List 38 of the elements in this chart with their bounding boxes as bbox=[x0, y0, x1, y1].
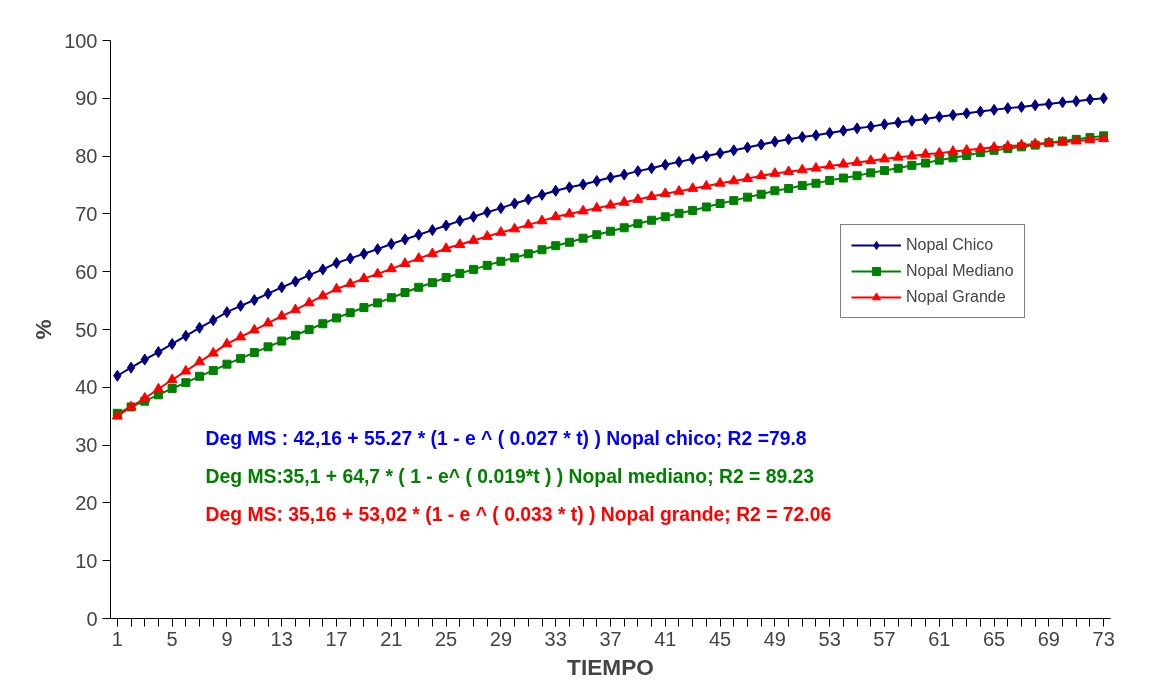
y-tick-label: 90 bbox=[75, 87, 98, 110]
y-tick-label: 100 bbox=[64, 29, 98, 52]
x-tick-label: 53 bbox=[818, 627, 841, 650]
y-tick-label: 30 bbox=[75, 434, 98, 457]
annotation: Deg MS : 42,16 + 55.27 * (1 - e ^ ( 0.027 * t) ) Nopal chico; R2 =79.8 bbox=[205, 427, 807, 449]
legend-label: Nopal Chico bbox=[906, 236, 994, 254]
y-tick-label: 40 bbox=[75, 376, 98, 399]
x-tick-label: 29 bbox=[489, 627, 513, 650]
y-tick-label: 60 bbox=[75, 260, 98, 283]
x-tick-label: 17 bbox=[325, 627, 348, 650]
y-tick-label: 70 bbox=[75, 202, 98, 225]
x-tick-label: 21 bbox=[380, 627, 403, 650]
x-tick-label: 57 bbox=[873, 627, 896, 650]
x-tick-label: 49 bbox=[763, 627, 787, 650]
x-tick-label: 5 bbox=[166, 627, 178, 650]
y-axis-title: % bbox=[30, 319, 57, 340]
x-tick-label: 13 bbox=[270, 627, 293, 650]
y-tick-label: 0 bbox=[86, 607, 98, 630]
x-tick-label: 25 bbox=[434, 627, 458, 650]
y-tick-label: 50 bbox=[75, 318, 98, 341]
legend-label: Nopal Mediano bbox=[906, 262, 1014, 280]
x-tick-label: 61 bbox=[928, 627, 951, 650]
x-tick-label: 45 bbox=[708, 627, 732, 650]
x-tick-label: 73 bbox=[1092, 627, 1115, 650]
x-axis-title: TIEMPO bbox=[567, 653, 654, 680]
legend-label: Nopal Grande bbox=[906, 288, 1006, 306]
annotation: Deg MS:35,1 + 64,7 * ( 1 - e^ ( 0.019*t ) ) Nopal mediano; R2 = 89.23 bbox=[205, 465, 815, 487]
y-tick-label: 20 bbox=[75, 491, 98, 514]
annotation: Deg MS: 35,16 + 53,02 * (1 - e ^ ( 0.033 * t) ) Nopal grande; R2 = 72.06 bbox=[205, 503, 832, 525]
x-tick-label: 33 bbox=[544, 627, 567, 650]
x-tick-label: 1 bbox=[111, 627, 123, 650]
y-tick-label: 10 bbox=[75, 549, 98, 572]
x-tick-label: 41 bbox=[654, 627, 677, 650]
y-tick-label: 80 bbox=[75, 145, 98, 168]
x-tick-label: 69 bbox=[1037, 627, 1060, 650]
x-tick-label: 37 bbox=[599, 627, 622, 650]
x-tick-label: 9 bbox=[221, 627, 233, 650]
x-tick-label: 65 bbox=[982, 627, 1006, 650]
